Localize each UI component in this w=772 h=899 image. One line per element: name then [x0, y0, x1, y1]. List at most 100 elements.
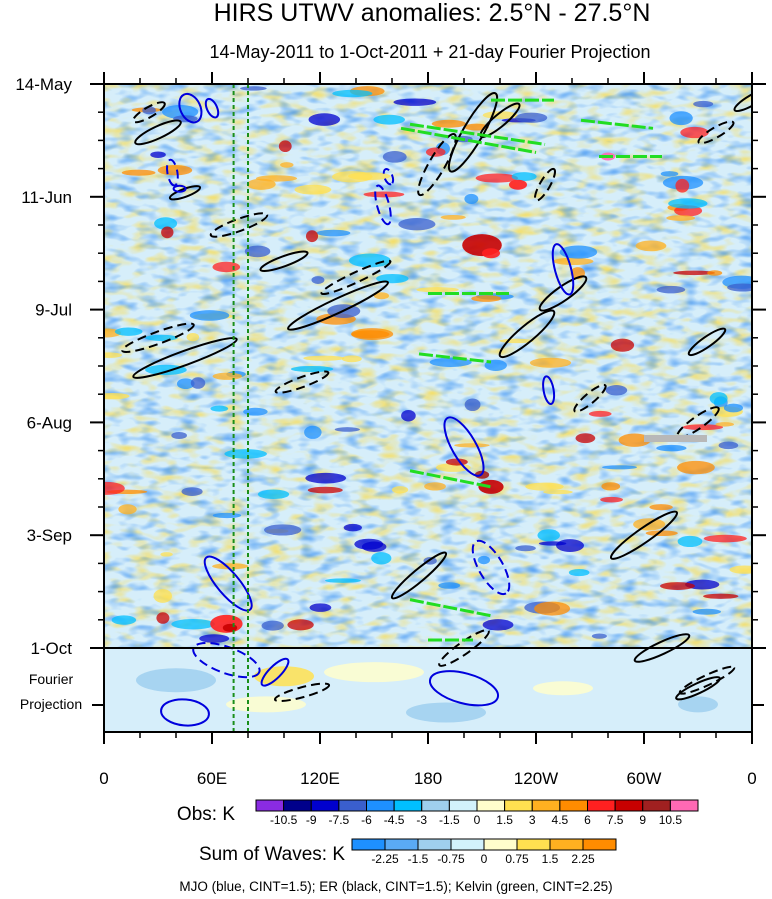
obs-anomaly-blob	[475, 173, 518, 183]
waves-colorbar-swatch	[384, 838, 419, 851]
x-tick-label: 120E	[300, 769, 340, 788]
obs-anomaly-blob	[723, 403, 744, 413]
obs-colorbar-swatch	[504, 799, 533, 812]
obs-anomaly-blob	[553, 257, 594, 266]
obs-anomaly-blob	[511, 172, 537, 181]
er-contour	[676, 406, 720, 439]
projection-label-line2: Projection	[20, 696, 82, 712]
obs-anomaly-blob	[668, 198, 708, 209]
obs-anomaly-blob	[343, 523, 362, 532]
obs-anomaly-blob	[682, 424, 724, 431]
obs-anomaly-blob	[464, 193, 479, 204]
projection-anomaly	[324, 662, 424, 683]
er-contour	[134, 119, 182, 146]
mjo-contour	[160, 698, 210, 727]
er-contour	[287, 280, 389, 331]
projection-anomaly	[533, 681, 593, 696]
obs-colorbar-swatch	[559, 799, 588, 812]
obs-colorbar-level-label: 10.5	[659, 813, 683, 827]
mjo-contour	[165, 158, 179, 187]
obs-anomaly-blob	[618, 433, 651, 447]
obs-anomaly-blob	[471, 295, 502, 302]
obs-anomaly-blob	[515, 112, 548, 123]
er-contour	[168, 185, 202, 201]
kelvin-contour	[409, 122, 546, 146]
kelvin-contour	[409, 598, 492, 618]
obs-anomaly-blob	[568, 569, 590, 577]
obs-anomaly-core	[509, 179, 527, 190]
obs-anomaly-blob	[391, 486, 409, 494]
waves-colorbar-swatch	[450, 838, 485, 851]
obs-anomaly-blob	[677, 535, 703, 547]
obs-anomaly-blob	[515, 545, 536, 552]
obs-anomaly-blob	[482, 619, 514, 631]
er-contour	[438, 629, 490, 667]
er-contour	[121, 322, 195, 353]
obs-anomaly-blob	[160, 552, 173, 557]
obs-anomaly-blob	[181, 487, 203, 496]
obs-anomaly-blob	[278, 140, 292, 153]
obs-anomaly-blob	[150, 151, 166, 158]
obs-anomaly-blob	[341, 355, 362, 363]
obs-anomaly-blob	[709, 392, 728, 405]
y-tick-label: 3-Sep	[27, 526, 72, 545]
obs-anomaly-blob	[303, 355, 345, 361]
er-contour	[132, 101, 166, 124]
obs-anomaly-blob	[727, 283, 752, 292]
er-contour	[609, 510, 679, 560]
obs-anomaly-blob	[398, 218, 436, 231]
obs-anomaly-blob	[308, 113, 341, 126]
waves-colorbar-level-label: -0.75	[437, 852, 465, 866]
obs-anomaly-blob	[692, 608, 722, 615]
mjo-contour	[260, 657, 290, 687]
obs-anomaly-core	[482, 248, 500, 259]
obs-anomaly-blob	[305, 472, 347, 484]
mjo-contour	[551, 243, 575, 296]
er-contour	[697, 120, 735, 145]
waves-colorbar-level-label: 1.5	[542, 852, 559, 866]
x-tick-label: 60W	[627, 769, 662, 788]
obs-anomaly-blob	[307, 486, 343, 494]
obs-anomaly-blob	[703, 593, 739, 599]
obs-anomaly-blob	[677, 460, 715, 475]
obs-anomaly-blob	[440, 214, 466, 220]
obs-colorbar-swatch	[283, 799, 312, 812]
obs-anomaly-blob	[656, 285, 686, 294]
obs-anomaly-blob	[153, 589, 172, 603]
obs-colorbar-level-label: -10.5	[270, 813, 298, 827]
obs-anomaly-blob	[635, 240, 667, 252]
x-tick-label: 120W	[514, 769, 558, 788]
obs-anomaly-blob	[287, 619, 314, 631]
obs-anomaly-blob	[145, 364, 187, 375]
obs-colorbar-level-label: 4.5	[552, 813, 569, 827]
obs-anomaly-blob	[559, 245, 598, 259]
obs-anomaly-blob	[382, 151, 407, 163]
obs-anomaly-blob	[424, 482, 446, 491]
obs-anomaly-blob	[243, 407, 268, 416]
obs-colorbar-swatch	[338, 799, 367, 812]
obs-anomaly-blob	[305, 230, 319, 243]
obs-anomaly-blob	[588, 410, 612, 417]
obs-anomaly-blob	[680, 126, 709, 139]
er-contour	[274, 370, 330, 394]
obs-anomaly-blob	[537, 529, 560, 542]
er-contour	[687, 327, 727, 357]
obs-anomaly-blob	[605, 385, 628, 396]
obs-anomaly-blob	[645, 530, 678, 537]
obs-anomaly-blob	[316, 229, 351, 237]
obs-anomaly-blob	[186, 332, 200, 342]
obs-anomaly-blob	[264, 524, 302, 536]
er-contour	[633, 633, 691, 663]
obs-anomaly-blob	[280, 162, 294, 168]
obs-anomaly-blob	[244, 245, 271, 258]
kelvin-contour	[400, 126, 537, 154]
obs-anomaly-blob	[121, 169, 156, 176]
obs-anomaly-blob	[145, 334, 178, 341]
x-tick-label: 180	[414, 769, 442, 788]
obs-colorbar-swatch	[255, 799, 285, 812]
x-tick-label: 0	[747, 769, 756, 788]
obs-anomaly-blob	[393, 98, 437, 106]
obs-anomaly-blob	[294, 184, 332, 195]
waves-colorbar-level-label: 0	[481, 852, 488, 866]
obs-anomaly-blob	[212, 512, 242, 519]
